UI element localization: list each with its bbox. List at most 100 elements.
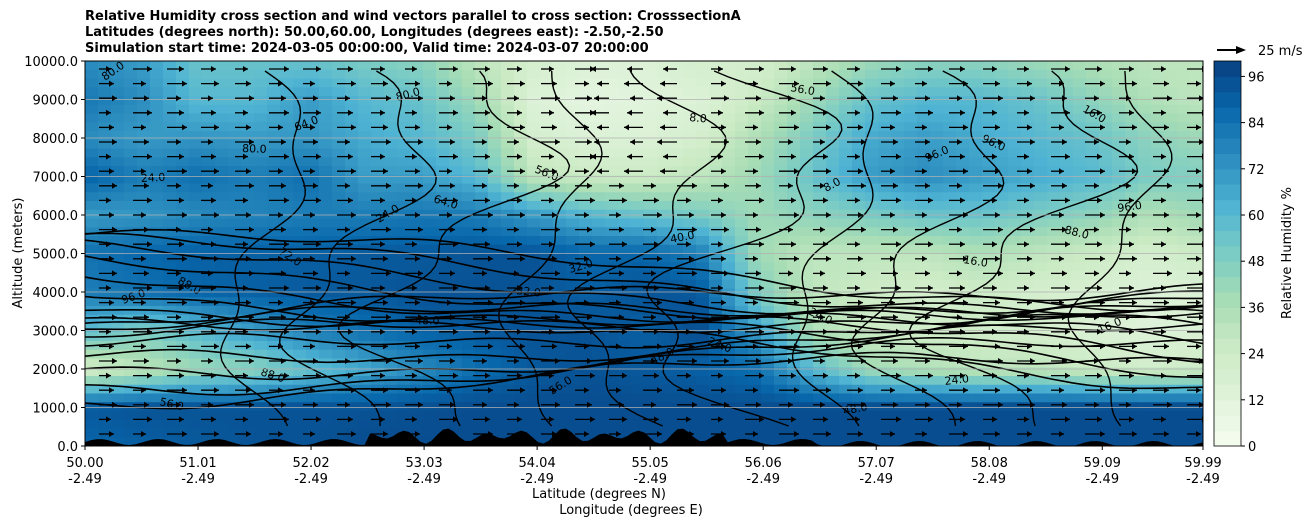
- heatmap-cell: [215, 419, 229, 430]
- wind-vector-head: [147, 241, 152, 248]
- wind-vector-head: [549, 66, 554, 72]
- heatmap-cell: [826, 314, 840, 325]
- heatmap-cell: [1099, 297, 1113, 307]
- heatmap-cell: [761, 244, 775, 255]
- wind-vector-head: [724, 401, 729, 408]
- heatmap-cell: [241, 367, 255, 377]
- heatmap-cell: [930, 201, 944, 211]
- heatmap-cell: [800, 402, 814, 412]
- heatmap-cell: [189, 78, 203, 88]
- heatmap-cell: [111, 61, 125, 71]
- wind-vector-head: [179, 197, 184, 204]
- wind-vector-head: [345, 358, 350, 364]
- heatmap-cell: [436, 288, 450, 298]
- heatmap-cell: [163, 384, 177, 395]
- wind-vector-head: [278, 387, 283, 394]
- heatmap-cell: [98, 393, 112, 403]
- heatmap-cell: [735, 131, 749, 141]
- heatmap-cell: [1047, 314, 1061, 325]
- heatmap-cell: [410, 393, 424, 403]
- heatmap-cell: [1073, 122, 1087, 132]
- heatmap-cell: [631, 297, 645, 307]
- wind-vector-head: [823, 285, 828, 291]
- heatmap-cell: [579, 201, 593, 211]
- heatmap-cell: [1021, 174, 1035, 185]
- heatmap-cell: [137, 69, 151, 80]
- wind-vector-head: [587, 95, 592, 102]
- heatmap-cell: [98, 341, 112, 351]
- heatmap-cell: [748, 288, 762, 298]
- heatmap-cell: [917, 306, 931, 316]
- wind-vector-head: [208, 401, 213, 408]
- heatmap-cell: [462, 183, 476, 193]
- heatmap-cell: [137, 349, 151, 360]
- heatmap-cell: [527, 376, 541, 386]
- heatmap-cell: [384, 148, 398, 158]
- heatmap-cell: [111, 113, 125, 123]
- heatmap-cell: [748, 157, 762, 167]
- heatmap-cell: [293, 332, 307, 342]
- heatmap-cell: [189, 131, 203, 141]
- heatmap-cell: [488, 139, 502, 150]
- heatmap-cell: [995, 437, 1009, 446]
- wind-vector-head: [552, 299, 557, 306]
- heatmap-cell: [1086, 96, 1100, 106]
- heatmap-cell: [280, 227, 294, 237]
- heatmap-cell: [189, 87, 203, 97]
- heatmap-cell: [852, 139, 866, 150]
- heatmap-cell: [592, 113, 606, 123]
- heatmap-cell: [228, 192, 242, 202]
- heatmap-cell: [852, 419, 866, 430]
- heatmap-cell: [891, 419, 905, 430]
- heatmap-cell: [488, 209, 502, 220]
- wind-vector-head: [622, 285, 627, 291]
- heatmap-cell: [124, 262, 138, 272]
- heatmap-cell: [618, 104, 632, 115]
- wind-vector-head: [555, 182, 560, 189]
- heatmap-cell: [865, 419, 879, 430]
- heatmap-cell: [865, 157, 879, 167]
- heatmap-cell: [163, 201, 177, 211]
- wind-vector-head: [380, 66, 385, 72]
- chart-title-line-1: Relative Humidity cross section and wind…: [85, 9, 741, 24]
- heatmap-cell: [306, 402, 320, 412]
- wind-vector-head: [316, 285, 321, 291]
- heatmap-cell: [605, 341, 619, 351]
- heatmap-cell: [930, 131, 944, 141]
- heatmap-cell: [631, 236, 645, 246]
- heatmap-cell: [176, 131, 190, 141]
- heatmap-cell: [787, 174, 801, 185]
- heatmap-cell: [202, 192, 216, 202]
- heatmap-cell: [410, 139, 424, 150]
- heatmap-cell: [1060, 376, 1074, 386]
- heatmap-cell: [631, 227, 645, 237]
- heatmap-cell: [1073, 139, 1087, 150]
- heatmap-cell: [1112, 131, 1126, 141]
- heatmap-cell: [1164, 262, 1178, 272]
- heatmap-cell: [670, 244, 684, 255]
- wind-vector-head: [278, 168, 283, 175]
- heatmap-cell: [111, 367, 125, 377]
- heatmap-cell: [852, 174, 866, 185]
- heatmap-cell: [696, 297, 710, 307]
- heatmap-cell: [995, 253, 1009, 263]
- heatmap-cell: [800, 209, 814, 220]
- heatmap-cell: [332, 218, 346, 228]
- wind-vector-head: [211, 153, 216, 160]
- heatmap-cell: [475, 419, 489, 430]
- heatmap-cell: [293, 139, 307, 150]
- heatmap-cell: [449, 166, 463, 176]
- contour-label: 88.0: [1063, 223, 1090, 242]
- heatmap-cell: [397, 113, 411, 123]
- heatmap-cell: [358, 96, 372, 106]
- heatmap-cell: [410, 227, 424, 237]
- heatmap-cell: [761, 96, 775, 106]
- heatmap-cell: [904, 367, 918, 377]
- heatmap-cell: [1125, 96, 1139, 106]
- heatmap-cell: [1164, 69, 1178, 80]
- heatmap-cell: [280, 358, 294, 368]
- heatmap-cell: [436, 411, 450, 421]
- heatmap-cell: [514, 244, 528, 255]
- heatmap-cell: [865, 384, 879, 395]
- heatmap-cell: [527, 384, 541, 395]
